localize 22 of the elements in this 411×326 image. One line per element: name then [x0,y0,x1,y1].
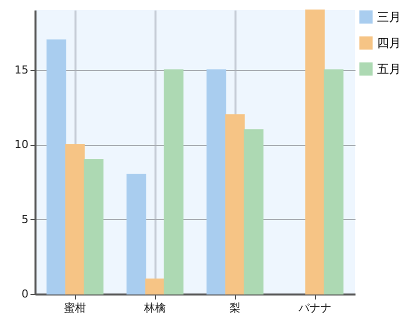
bar [225,114,245,294]
legend-label: 五月 [377,62,401,76]
bar [84,158,104,294]
bar [46,39,66,294]
bar [305,10,325,294]
bar [244,129,264,294]
bar [324,69,344,294]
y-tick-label: 0 [22,288,28,300]
x-tick-label: 梨 [230,302,240,314]
legend-label: 四月 [377,36,401,50]
bar [65,144,85,294]
y-tick-label: 15 [14,63,28,76]
x-tick-label: 蜜柑 [64,302,86,314]
x-tick-label: 林檎 [143,302,166,314]
bar [206,69,226,294]
bar [164,69,184,294]
y-tick-label: 10 [14,138,28,152]
legend-label: 三月 [377,10,401,24]
bar [145,278,165,294]
bar [126,174,146,294]
x-tick-label: バナナ [298,302,332,314]
y-tick-label: 5 [22,212,28,226]
